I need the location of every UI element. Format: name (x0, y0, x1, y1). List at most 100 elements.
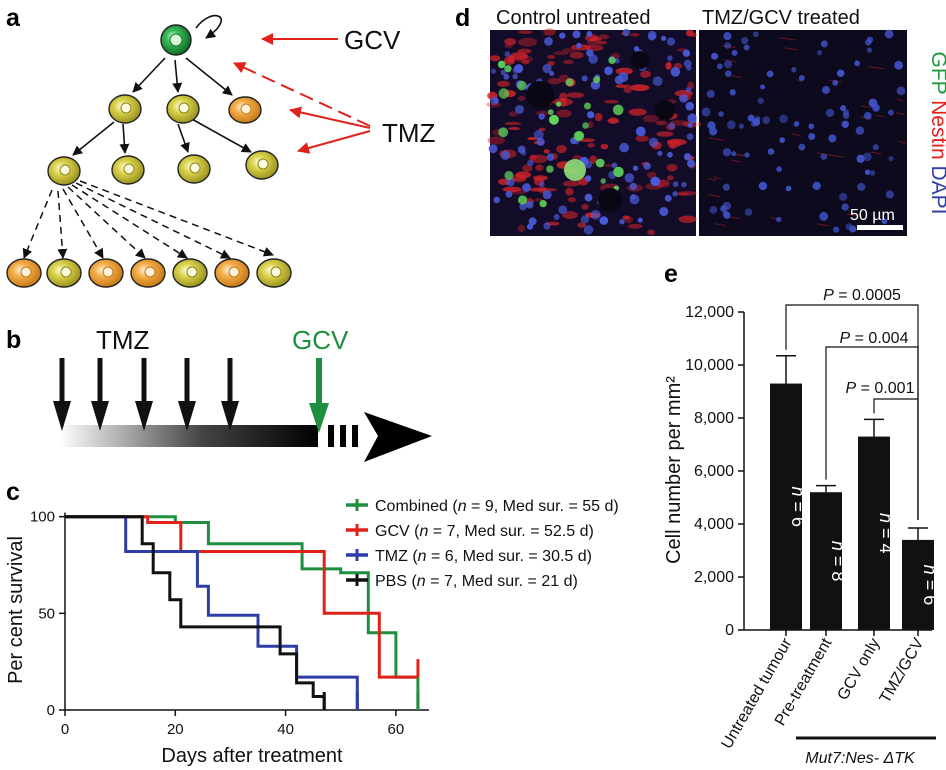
e-bars: n = 6 n = 8 n = 4 n = 6 (770, 354, 940, 630)
svg-text:GFP Nestin DAPI: GFP Nestin DAPI (927, 51, 946, 214)
c-x-tick-label: 60 (388, 721, 405, 738)
e-bar-group: n = 6 (770, 354, 808, 630)
tmz-arrow (289, 106, 371, 129)
panel-letter-d: d (455, 4, 470, 32)
e-y-tick-label: 8,000 (694, 410, 734, 427)
e-bar-group: n = 8 (810, 484, 848, 630)
panel-a: a (6, 4, 436, 288)
gcv-pulse-arrow (309, 358, 329, 433)
c-curve-tmz (65, 515, 359, 710)
c-legend: Combined (n = 9, Med sur. = 55 d) GCV (n … (346, 498, 619, 590)
c-legend-item-pbs: PBS (n = 7, Med sur. = 21 d) (346, 573, 578, 590)
c-x-tick-label: 0 (61, 721, 69, 738)
cell-nuclei (59, 102, 269, 176)
e-p-value: P = 0.004 (840, 330, 909, 347)
tmz-arrow (297, 130, 371, 154)
e-y-axis-label: Cell number per mm² (663, 376, 685, 564)
dashed-lineage-arrows (22, 180, 274, 259)
e-category-label: GCV only (835, 636, 884, 704)
c-x-tick-label: 20 (167, 721, 184, 738)
e-bar (902, 539, 934, 630)
c-legend-name: Combined (375, 498, 452, 515)
lineage-arrows (72, 14, 252, 156)
e-bar (858, 436, 890, 630)
genotype-label: Mut7:Nes- ΔTK (805, 750, 916, 767)
e-p-value: P = 0.001 (846, 380, 915, 397)
e-y-tick-label: 2,000 (694, 569, 734, 586)
tmz-dashed-arrow (233, 62, 371, 127)
panel-d: d Control untreated TMZ/GCV treated 50 µ… (455, 4, 946, 236)
e-n-label: n = 4 (876, 513, 896, 554)
c-y-tick-label: 100 (30, 509, 55, 526)
panel-c: c Per cent survival Days after treatment… (5, 478, 619, 767)
c-legend-item-gcv: GCV (n = 7, Med sur. = 52.5 d) (346, 523, 594, 540)
bottom-cell-row (6, 258, 292, 288)
tmz-pulse-arrow (91, 358, 109, 431)
c-legend-name: GCV (375, 523, 414, 540)
control-untreated-label: Control untreated (496, 7, 651, 29)
c-y-axis-label: Per cent survival (5, 536, 27, 684)
tmz-pulse-arrow (135, 358, 153, 431)
e-bar-group: n = 6 (902, 527, 940, 630)
tmz-pulse-arrow (221, 358, 239, 431)
gcv-label-a: GCV (344, 25, 401, 55)
panel-letter-e: e (664, 260, 678, 288)
tmz-pulse-arrow (53, 358, 71, 431)
c-legend-item-tmz: TMZ (n = 6, Med sur. = 30.5 d) (346, 548, 592, 565)
treated-micrograph (699, 30, 907, 236)
treated-label: TMZ/GCV treated (702, 7, 860, 29)
e-bar-group: n = 4 (858, 418, 896, 630)
e-y-tick-label: 10,000 (685, 357, 734, 374)
svg-text:Combined (n = 9, Med sur. = 55: Combined (n = 9, Med sur. = 55 d) (375, 498, 619, 515)
stain-dapi: DAPI (927, 166, 946, 215)
e-significance-bracket: P = 0.001 (846, 380, 919, 520)
drug-arrows (233, 33, 371, 154)
e-y-tick-label: 6,000 (694, 463, 734, 480)
c-curve-combined (65, 515, 420, 710)
stain-labels: GFP Nestin DAPI (927, 51, 946, 214)
c-survival-curves (65, 515, 420, 710)
svg-text:PBS (n = 7, Med sur. = 21 d): PBS (n = 7, Med sur. = 21 d) (375, 573, 578, 590)
e-n-label: n = 8 (828, 541, 848, 582)
c-axes: 0 20 40 60 0 50 100 (30, 509, 429, 738)
e-y-tick-label: 0 (725, 622, 734, 639)
svg-text:TMZ (n = 6, Med sur. = 30.5 d): TMZ (n = 6, Med sur. = 30.5 d) (375, 548, 592, 565)
panel-letter-c: c (6, 478, 20, 506)
e-category-label: TMZ/GCV (877, 635, 928, 706)
timeline-dashes (328, 425, 358, 447)
tmz-label-b: TMZ (96, 325, 150, 355)
stain-gfp: GFP (927, 51, 946, 94)
tmz-pulse-arrows (53, 358, 239, 431)
panel-letter-b: b (6, 326, 21, 354)
gcv-label-b: GCV (292, 325, 349, 355)
panel-e: e Cell number per mm² 0 2,000 4,000 6,000 8,… (663, 260, 940, 767)
e-n-label: n = 6 (788, 487, 808, 528)
panel-letter-a: a (6, 4, 21, 32)
e-n-label: n = 6 (920, 565, 940, 606)
treated-micrograph-cells (701, 29, 906, 233)
c-legend-name: PBS (375, 573, 411, 590)
c-legend-item-combined: Combined (n = 9, Med sur. = 55 d) (346, 498, 619, 515)
c-curve-gcv (65, 515, 418, 679)
tmz-label-a: TMZ (382, 118, 436, 148)
e-significance-bracket: P = 0.0005 (785, 287, 919, 520)
c-legend-name: TMZ (375, 548, 412, 565)
c-x-axis-label: Days after treatment (161, 745, 343, 767)
e-significance: P = 0.0005 P = 0.004 P = 0.001 (785, 287, 919, 520)
timeline-bar (60, 425, 318, 447)
tmz-pulse-arrow (178, 358, 196, 431)
e-bar (810, 492, 842, 630)
svg-text:GCV (n = 7, Med sur. = 52.5 d): GCV (n = 7, Med sur. = 52.5 d) (375, 523, 594, 540)
c-curve-pbs (65, 515, 326, 710)
scale-bar (857, 225, 903, 230)
e-category-label: Untreated tumour (718, 635, 795, 752)
control-micrograph-cells (486, 28, 702, 236)
c-y-tick-label: 50 (38, 605, 55, 622)
scale-bar-label: 50 µm (850, 207, 895, 224)
c-x-tick-label: 40 (277, 721, 294, 738)
panel-b: b TMZ GCV (6, 325, 432, 462)
e-y-tick-label: 12,000 (685, 304, 734, 321)
e-bar (770, 383, 802, 630)
